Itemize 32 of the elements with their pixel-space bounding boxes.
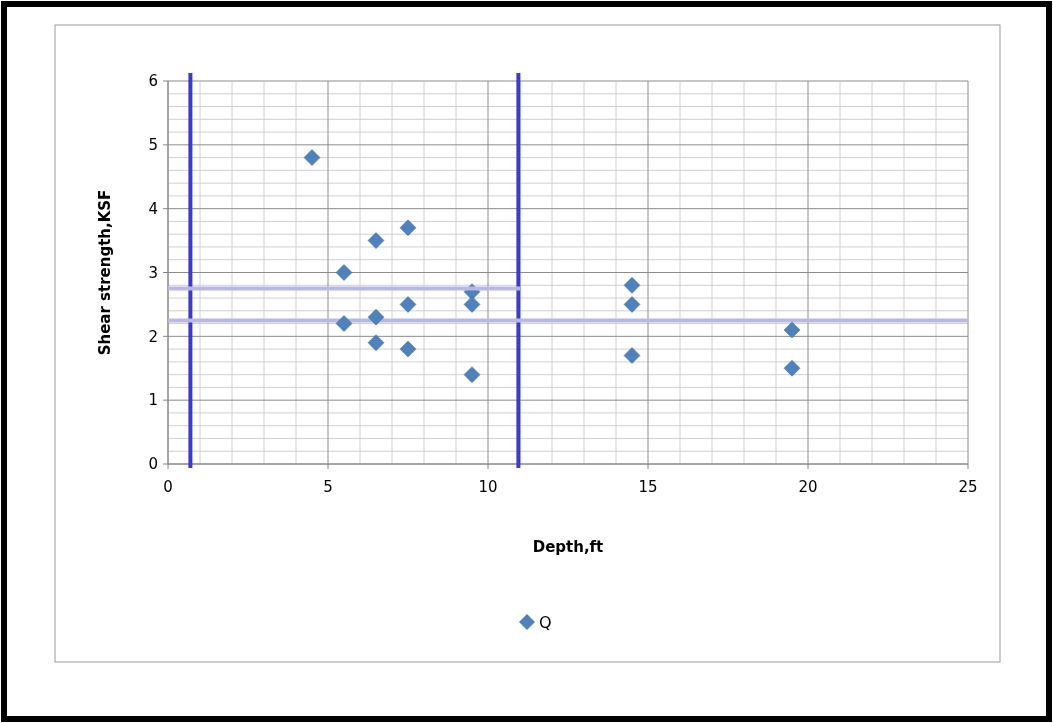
point [367, 308, 385, 326]
y-tick-label: 0 [148, 455, 158, 474]
x-tick-label: 0 [163, 478, 173, 496]
point [367, 334, 385, 351]
y-tick-label: 3 [148, 263, 158, 282]
point [463, 296, 481, 313]
point [367, 232, 385, 249]
point [623, 347, 641, 364]
x-axis-title: Depth,ft [532, 538, 604, 556]
legend-label: Q [539, 612, 552, 632]
point [783, 321, 801, 339]
point [399, 296, 417, 313]
x-tick-label: 25 [958, 478, 978, 496]
y-axis-title: Shear strength,KSF [96, 189, 114, 356]
x-tick-label: 15 [638, 478, 658, 496]
point [463, 366, 481, 383]
point [623, 277, 641, 294]
point [335, 315, 353, 332]
point [335, 264, 353, 281]
y-tick-label: 4 [148, 199, 158, 218]
y-tick-label: 5 [148, 136, 158, 155]
x-tick-label: 10 [478, 478, 498, 496]
point [623, 296, 641, 313]
x-tick-label: 5 [323, 478, 333, 496]
point [399, 219, 417, 237]
x-tick-label: 20 [798, 478, 818, 496]
point [783, 360, 801, 377]
y-tick-label: 2 [148, 327, 158, 346]
point [399, 340, 417, 358]
y-tick-label: 6 [148, 72, 158, 91]
point [303, 149, 321, 166]
y-tick-label: 1 [148, 391, 158, 410]
